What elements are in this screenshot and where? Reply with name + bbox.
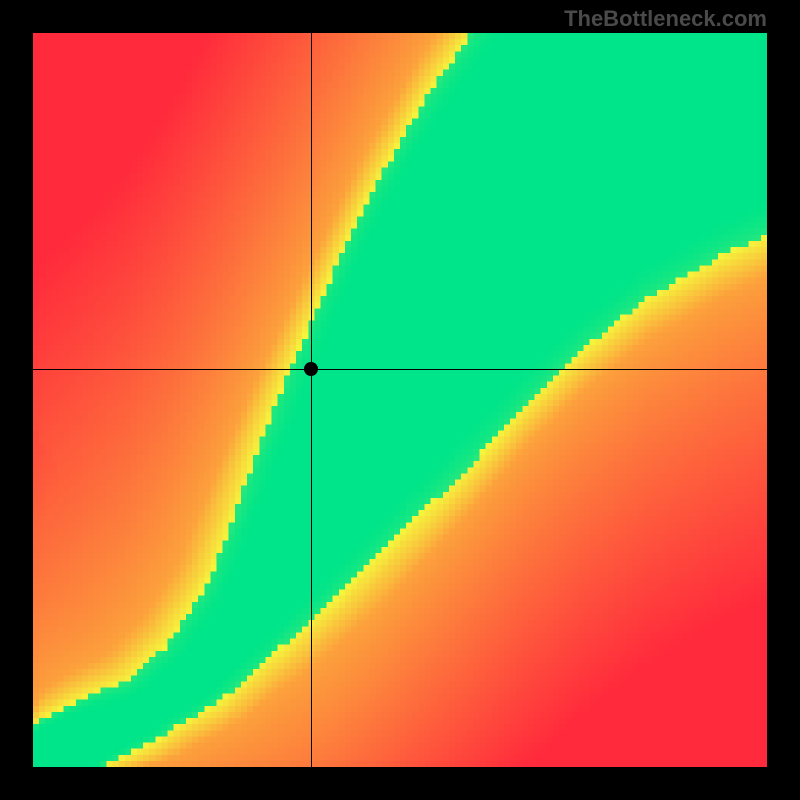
bottleneck-heatmap bbox=[33, 33, 767, 767]
chart-container: TheBottleneck.com bbox=[0, 0, 800, 800]
watermark-text: TheBottleneck.com bbox=[564, 6, 767, 32]
